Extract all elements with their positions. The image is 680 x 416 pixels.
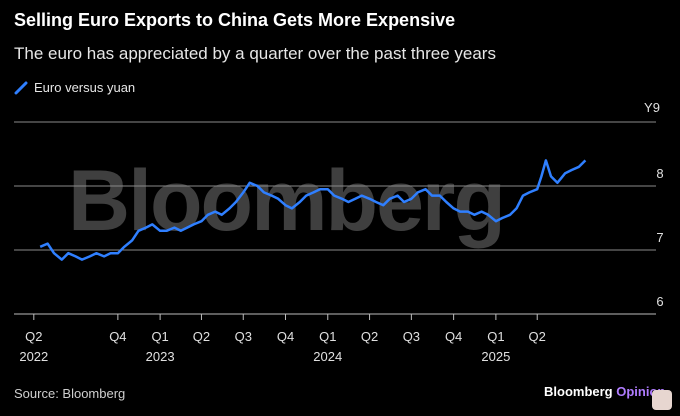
x-year-label: 2023 [146, 349, 175, 364]
x-year-label: 2024 [313, 349, 342, 364]
y-tick-label: 6 [656, 294, 663, 309]
corner-badge-icon [652, 390, 672, 410]
chart-title: Selling Euro Exports to China Gets More … [14, 10, 456, 30]
x-tick-label: Q2 [361, 329, 378, 344]
x-tick-label: Q3 [403, 329, 420, 344]
chart-subtitle: The euro has appreciated by a quarter ov… [14, 44, 496, 63]
bloomberg-watermark: Bloomberg [68, 153, 506, 249]
x-tick-label: Q4 [109, 329, 126, 344]
y-tick-label: 7 [656, 230, 663, 245]
y-tick-label: 8 [656, 166, 663, 181]
brand-main: Bloomberg [544, 384, 613, 399]
x-tick-label: Q2 [529, 329, 546, 344]
grid-layer [14, 121, 656, 315]
x-year-label: 2022 [19, 349, 48, 364]
x-tick-label: Q1 [319, 329, 336, 344]
y-unit-label: Y9 [644, 100, 660, 115]
legend: Euro versus yuan [14, 80, 135, 95]
series-layer [39, 159, 587, 261]
x-tick-label: Q1 [487, 329, 504, 344]
x-tick-labels: Q2 2022 Q4 Q1 2023 Q2 Q3 Q4 Q1 2024 Q2 Q3 Q4 Q1 2025 Q2 [19, 314, 546, 364]
source-note: Source: Bloomberg [14, 386, 126, 401]
brand-logo: Bloomberg Opinion [544, 384, 665, 399]
legend-line-icon [14, 81, 28, 95]
x-tick-label: Q4 [277, 329, 294, 344]
x-tick-label: Q2 [193, 329, 210, 344]
x-tick-label: Q1 [151, 329, 168, 344]
series-line-euro-yuan [39, 159, 587, 261]
y-tick-labels: 6 7 8 Y9 [644, 100, 664, 309]
x-tick-label: Q3 [235, 329, 252, 344]
x-year-label: 2025 [481, 349, 510, 364]
x-tick-label: Q2 [25, 329, 42, 344]
x-tick-label: Q4 [445, 329, 462, 344]
legend-label: Euro versus yuan [34, 80, 136, 95]
